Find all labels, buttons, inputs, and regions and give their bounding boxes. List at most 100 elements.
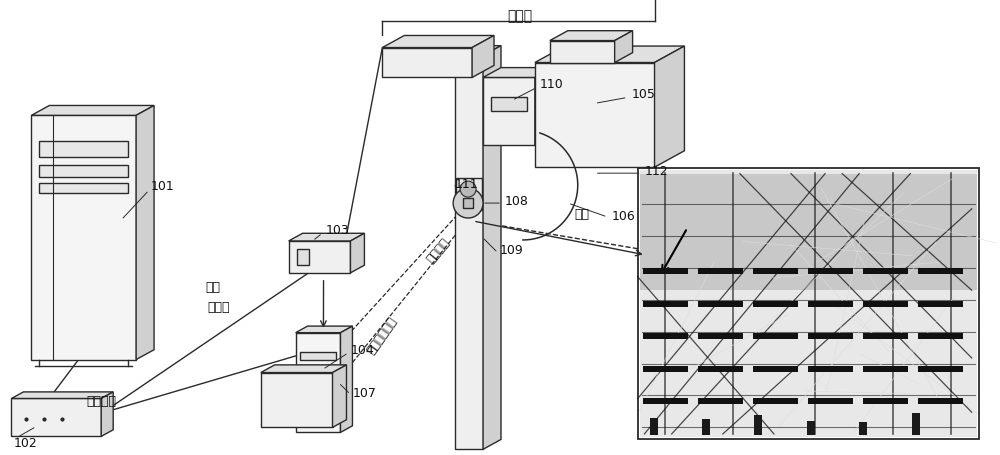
- Bar: [863, 334, 908, 339]
- Bar: [918, 366, 963, 372]
- Text: 112: 112: [645, 164, 668, 177]
- Bar: [698, 366, 743, 372]
- Bar: [650, 418, 658, 435]
- Polygon shape: [333, 365, 346, 427]
- Circle shape: [460, 182, 476, 197]
- Bar: [300, 365, 336, 373]
- Bar: [698, 269, 743, 275]
- Text: 107: 107: [352, 386, 376, 399]
- Polygon shape: [535, 47, 684, 63]
- Polygon shape: [289, 234, 364, 242]
- Text: 111: 111: [455, 177, 479, 190]
- Text: 106: 106: [612, 209, 635, 222]
- Polygon shape: [11, 399, 101, 436]
- Polygon shape: [11, 392, 113, 399]
- Text: 双绞线: 双绞线: [208, 301, 230, 313]
- Bar: [808, 301, 853, 307]
- Polygon shape: [483, 78, 535, 146]
- Bar: [754, 415, 762, 435]
- Text: 110: 110: [540, 78, 564, 91]
- Polygon shape: [615, 32, 633, 63]
- Bar: [456, 179, 482, 211]
- Bar: [808, 334, 853, 339]
- Bar: [300, 378, 336, 386]
- Bar: [39, 184, 128, 194]
- Text: 102: 102: [13, 436, 37, 449]
- Polygon shape: [550, 41, 615, 63]
- Bar: [702, 419, 710, 435]
- Bar: [39, 166, 128, 178]
- Bar: [863, 366, 908, 372]
- Polygon shape: [535, 63, 655, 168]
- Polygon shape: [289, 242, 350, 273]
- Bar: [753, 334, 798, 339]
- Text: 拍摄: 拍摄: [574, 207, 589, 220]
- Polygon shape: [31, 116, 136, 360]
- Bar: [638, 169, 979, 440]
- Polygon shape: [261, 373, 333, 427]
- Polygon shape: [483, 68, 553, 78]
- Bar: [753, 366, 798, 372]
- Bar: [863, 399, 908, 404]
- Bar: [918, 334, 963, 339]
- Bar: [643, 301, 688, 307]
- Bar: [643, 334, 688, 339]
- Bar: [300, 416, 336, 425]
- Bar: [300, 391, 336, 399]
- Polygon shape: [261, 365, 346, 373]
- Bar: [863, 301, 908, 307]
- Bar: [463, 199, 473, 208]
- Text: 双绞线: 双绞线: [507, 10, 533, 24]
- Polygon shape: [101, 392, 113, 436]
- Polygon shape: [31, 106, 154, 116]
- Polygon shape: [472, 36, 494, 78]
- Bar: [297, 249, 309, 265]
- Polygon shape: [382, 36, 494, 48]
- Polygon shape: [340, 326, 352, 432]
- Polygon shape: [535, 68, 553, 146]
- Bar: [640, 174, 977, 291]
- Polygon shape: [455, 46, 501, 56]
- Text: 108: 108: [505, 194, 529, 207]
- Polygon shape: [136, 106, 154, 360]
- Bar: [912, 413, 920, 435]
- Bar: [643, 366, 688, 372]
- Polygon shape: [382, 48, 472, 78]
- Polygon shape: [455, 56, 483, 450]
- Polygon shape: [296, 333, 340, 432]
- Bar: [863, 269, 908, 275]
- Bar: [807, 421, 815, 435]
- Text: 电机驱动信号: 电机驱动信号: [365, 314, 400, 356]
- Bar: [640, 171, 977, 437]
- Text: 105: 105: [632, 88, 655, 101]
- Text: 101: 101: [151, 179, 175, 192]
- Polygon shape: [296, 326, 352, 333]
- Polygon shape: [350, 234, 364, 273]
- Text: 位置数据: 位置数据: [424, 236, 452, 265]
- Bar: [698, 399, 743, 404]
- Circle shape: [453, 189, 483, 218]
- Text: 109: 109: [500, 244, 524, 257]
- Text: 103: 103: [326, 224, 349, 237]
- Bar: [808, 269, 853, 275]
- Bar: [300, 352, 336, 360]
- Bar: [491, 98, 527, 112]
- Bar: [753, 269, 798, 275]
- Bar: [753, 301, 798, 307]
- Polygon shape: [483, 46, 501, 450]
- Bar: [643, 399, 688, 404]
- Bar: [753, 399, 798, 404]
- Bar: [808, 366, 853, 372]
- Text: 光纤: 光纤: [205, 281, 220, 293]
- Bar: [918, 399, 963, 404]
- Bar: [643, 269, 688, 275]
- Text: 网络缆线: 网络缆线: [86, 394, 116, 407]
- Polygon shape: [550, 32, 633, 41]
- Bar: [460, 186, 470, 204]
- Bar: [39, 142, 128, 158]
- Bar: [300, 404, 336, 411]
- Bar: [918, 269, 963, 275]
- Bar: [918, 301, 963, 307]
- Polygon shape: [655, 47, 684, 168]
- Bar: [808, 399, 853, 404]
